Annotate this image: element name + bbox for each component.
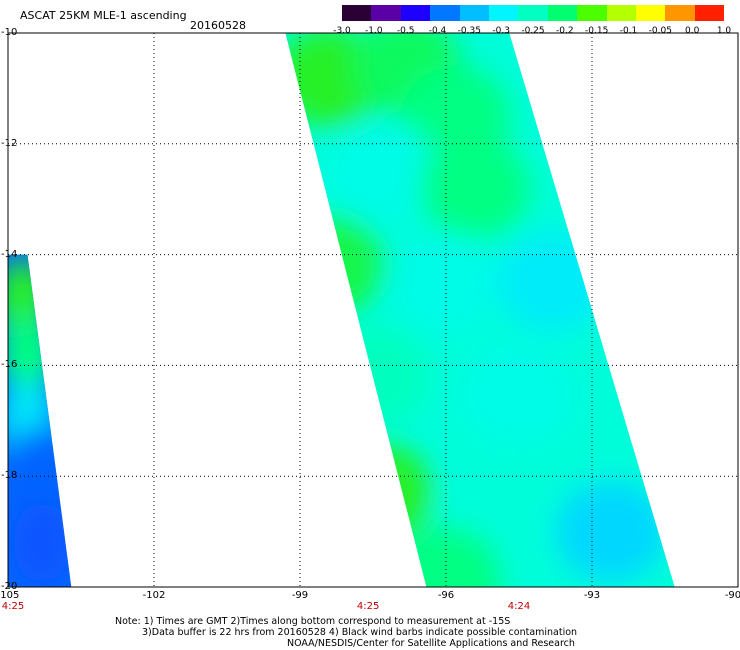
legend-swatch (547, 5, 578, 21)
value-patch (391, 232, 501, 333)
legend-swatch (694, 5, 725, 21)
legend-label: 1.0 (716, 26, 732, 36)
value-patch (318, 326, 428, 427)
time-label: 4:24 (507, 601, 531, 612)
value-patch (14, 502, 71, 583)
lon-tick-label: -96 (437, 590, 455, 601)
value-patch (556, 481, 667, 582)
lon-tick-label: -99 (291, 590, 309, 601)
legend-swatch (635, 5, 666, 21)
legend-swatch (518, 5, 548, 21)
value-patch (464, 343, 574, 444)
time-label: 4:25 (356, 601, 380, 612)
note-line-2: 3)Data buffer is 22 hrs from 20160528 4)… (142, 627, 578, 638)
lon-tick-label: -90 (724, 590, 740, 601)
legend-label: -0.4 (428, 26, 447, 36)
time-label: 4:25 (1, 601, 25, 612)
lon-tick-label: -102 (142, 590, 166, 601)
legend-label: -0.1 (619, 26, 638, 36)
swath-main-patches (285, 33, 667, 587)
legend-label: -3.0 (333, 26, 351, 36)
legend-label: 0.0 (684, 26, 700, 36)
value-patch (420, 138, 531, 239)
legend-label: -0.2 (556, 26, 574, 36)
lat-tick-label: -16 (1, 359, 18, 371)
legend-swatch (400, 5, 431, 21)
legend-swatch (459, 5, 489, 21)
legend-label: -0.3 (492, 26, 510, 36)
color-legend-labels: -3.0 -1.0 -0.5 -0.4 -0.35 -0.3 -0.25 -0.2 -0.15-… (328, 26, 738, 38)
map-date: 20160528 (190, 19, 246, 32)
value-patch (9, 425, 66, 506)
legend-label: -0.25 (521, 26, 545, 36)
legend-swatch (665, 5, 695, 21)
legend-swatch (371, 5, 401, 21)
legend-swatch (342, 5, 372, 21)
lat-tick-label: -10 (1, 27, 18, 38)
lat-tick-label: -18 (1, 470, 18, 482)
legend-swatch (606, 5, 636, 21)
value-patch (285, 215, 385, 316)
legend-swatch (577, 5, 607, 21)
legend-label: -0.05 (648, 26, 672, 36)
note-line-3: NOAA/NESDIS/Center for Satellite Applica… (287, 638, 575, 649)
value-patch (327, 121, 438, 222)
map-plot (7, 32, 739, 588)
plot-frame (7, 32, 739, 588)
lat-tick-label: -14 (1, 248, 18, 260)
lat-tick-label: -12 (1, 137, 18, 149)
color-legend-bar (342, 5, 725, 21)
map-title: ASCAT 25KM MLE-1 ascending (20, 9, 187, 22)
legend-label: -0.15 (585, 26, 609, 36)
value-patch (391, 525, 501, 587)
legend-label: -1.0 (365, 26, 383, 36)
note-line-1: Note: 1) Times are GMT 2)Times along bot… (115, 616, 511, 627)
legend-swatch (488, 5, 519, 21)
legend-label: -0.5 (396, 26, 415, 36)
legend-swatch (430, 5, 460, 21)
lon-tick-label: -93 (583, 590, 601, 601)
value-patch (322, 442, 433, 543)
lat-tick-label: -20 (1, 581, 18, 592)
lon-tick-label: -105 (0, 590, 20, 601)
notes-block: Note: 1) Times are GMT 2)Times along bot… (115, 616, 577, 649)
legend-label: -0.35 (457, 26, 481, 36)
